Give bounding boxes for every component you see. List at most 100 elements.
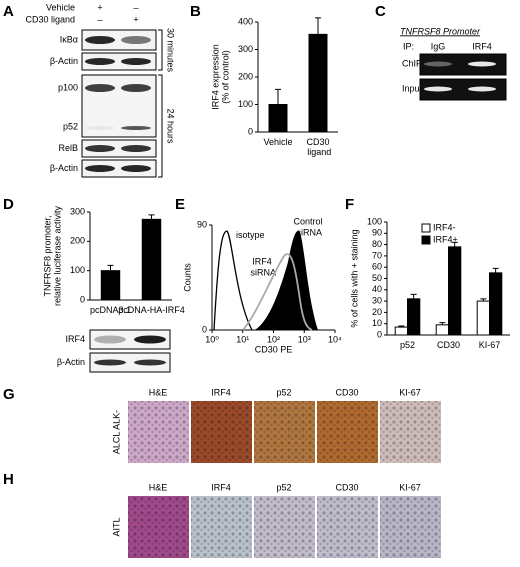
blot-box [81,29,157,51]
bracket [158,74,163,178]
stain-label: p52 [276,387,291,397]
micrograph-texture [380,496,441,558]
legend-swatch [421,223,431,233]
treatment-label: CD30 ligand [25,14,75,24]
blot-row-label: β-Actin [50,56,78,66]
timepoint-label: 30 minutes [166,28,176,73]
error-bar [410,293,417,299]
gel-band [424,86,452,92]
blot-band [121,126,151,130]
annotation: isotype [236,230,265,240]
x-tick-label: 10⁴ [328,334,342,344]
x-tick-label: pcDNA3.1 [90,305,131,315]
blot-band [121,58,151,65]
blot-row-label: IRF4 [65,334,85,344]
gel-band [468,86,496,92]
x-tick-label: pcDNA-HA-IRF4 [118,305,185,315]
stain-label: KI-67 [399,482,421,492]
blot-band [85,36,115,44]
y-tick-label: 80 [372,239,382,249]
legend-swatch [421,235,431,245]
micrograph-texture [317,401,378,463]
blot-row-label: β-Actin [50,163,78,173]
panel-label: E [175,196,185,213]
blot-box [89,352,171,373]
chip-lane: IgG [431,41,446,51]
y-tick-label: 50 [372,273,382,283]
blot-box [81,52,157,71]
error-bar [107,264,114,271]
x-tick-label: CD30 ligand [305,137,332,157]
chip-row-label: ChIP [402,58,422,68]
blot-band [85,145,115,152]
error-bar [315,17,321,35]
x-axis-label: CD30 PE [255,344,293,354]
micrograph-texture [128,401,189,463]
micrograph-texture [317,496,378,558]
error-bar [480,298,487,302]
blot-band [85,84,115,92]
annotation: IRF4 siRNA [248,257,276,278]
blot-row-label: p100 [58,82,78,92]
y-axis-label: Counts [182,263,192,292]
panel-label: C [375,3,386,20]
y-tick-label: 100 [70,265,85,275]
y-tick-label: 0 [377,329,382,339]
irf4-sirna-curve [242,253,313,331]
error-bar [148,214,155,220]
panel-label: A [3,3,14,20]
blot-box [81,139,157,158]
y-axis-label: (% of control) [220,50,230,104]
panel-label: D [3,196,14,213]
micrograph-texture [254,401,315,463]
bar [141,218,162,301]
bar [448,246,462,336]
bar [489,272,503,336]
error-bar [398,325,405,328]
y-tick-label: 10 [372,318,382,328]
gel-band [424,61,452,67]
y-tick-label: 200 [238,71,253,81]
lane-sign: – [133,2,138,12]
x-tick-label: Vehicle [263,137,292,147]
blot-band [94,335,126,344]
y-axis-label: TNFRSF8 promoter, [42,215,52,296]
y-tick-label: 100 [238,99,253,109]
y-tick-label: 300 [238,44,253,54]
gel-band [468,61,496,67]
timepoint-label: 24 hours [166,108,176,144]
y-axis-label: IRF4 expression [210,44,220,110]
blot-band [85,58,115,65]
isotype-curve [213,230,253,331]
y-tick-label: 0 [80,294,85,304]
chip-title: TNFRSF8 Promoter [400,26,481,36]
stain-label: CD30 [335,482,358,492]
bar [394,326,409,336]
y-axis-label: relative luciferase activity [52,205,62,306]
bar [268,104,288,133]
blot-band [121,165,151,172]
x-tick-label: 10⁰ [205,334,219,344]
blot-band [85,165,115,172]
layout [213,230,318,331]
y-tick-label: 60 [372,262,382,272]
legend-label: IRF4+ [433,234,458,244]
blot-band [121,84,151,92]
bar [435,324,450,336]
panel-label: H [3,471,14,488]
micrograph-texture [191,496,252,558]
stain-label: KI-67 [399,387,421,397]
blot-row-label: RelB [58,143,78,153]
blot-band [121,145,151,152]
ip-label: IP: [403,41,414,51]
bar [308,33,328,133]
y-axis-label: % of cells with + staining [349,229,359,327]
x-tick-label: p52 [400,340,415,350]
y-tick-label: 400 [238,16,253,26]
stain-label: H&E [149,387,168,397]
y-tick-label: 90 [372,228,382,238]
error-bar [275,88,281,105]
gel-box [419,78,507,101]
